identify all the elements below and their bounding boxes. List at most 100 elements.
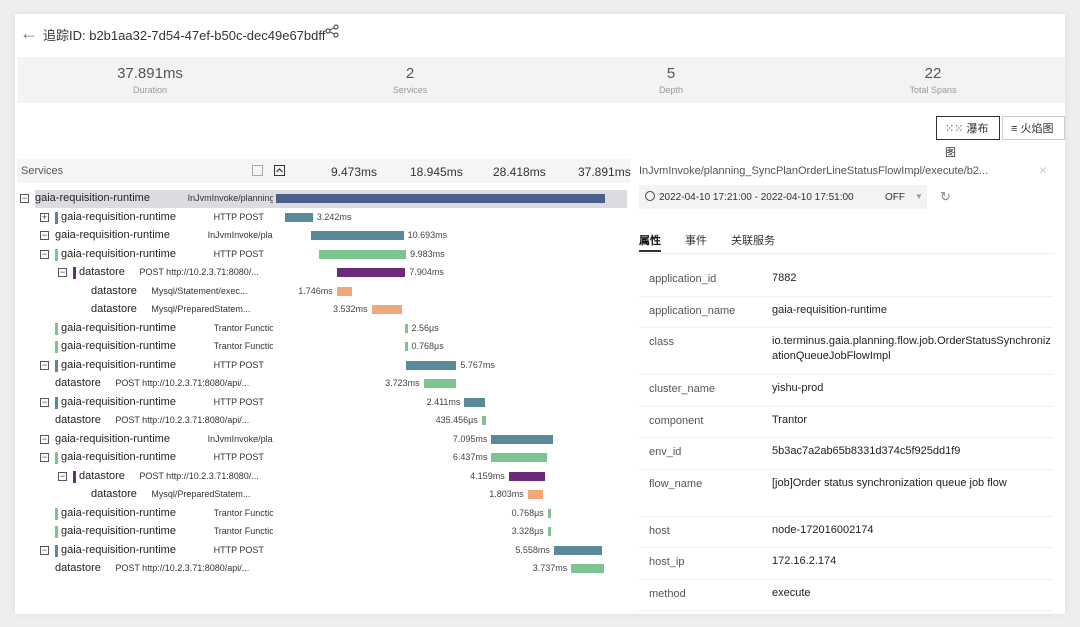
span-operation: Mysql/Statement/exec... — [151, 285, 248, 296]
span-duration-bar[interactable] — [336, 286, 352, 296]
span-duration-bar[interactable] — [571, 564, 604, 573]
span-operation: Trantor Function — [213, 526, 273, 536]
span-row[interactable]: − gaia-requisition-runtime HTTP POST 2.411m… — [15, 394, 635, 412]
span-row[interactable]: datastore Mysql/PreparedStatem... 3.532ms — [15, 301, 635, 319]
span-duration-bar[interactable] — [423, 379, 456, 388]
flame-view-button[interactable]: ≡ 火焰图 — [1002, 116, 1065, 140]
tab-attributes[interactable]: 属性 — [639, 235, 661, 247]
span-duration-bar[interactable] — [404, 323, 408, 333]
back-arrow-icon[interactable]: ← — [20, 23, 38, 43]
collapse-toggle-icon[interactable]: − — [40, 230, 49, 240]
span-duration-bar[interactable] — [404, 342, 408, 351]
attribute-value: Trantor — [772, 413, 808, 426]
span-row[interactable]: + gaia-requisition-runtime HTTP POST 3.242m… — [15, 209, 635, 227]
span-service-name: gaia-requisition-runtime — [55, 229, 170, 241]
span-row[interactable]: datastore Mysql/Statement/exec... 1.746ms — [15, 283, 635, 301]
span-operation: POST http://10.2.3.71:8080/api/... — [115, 563, 250, 573]
span-row[interactable]: − datastore POST http://10.2.3.71:8080/...… — [15, 468, 635, 486]
span-row[interactable]: − datastore POST http://10.2.3.71:8080/...… — [15, 264, 635, 282]
collapse-toggle-icon[interactable]: − — [40, 433, 49, 444]
time-range-picker[interactable]: 2022-04-10 17:21:00 - 2022-04-10 17:51:0… — [639, 185, 927, 209]
collapse-toggle-icon[interactable]: − — [40, 452, 49, 462]
waterfall-icon: ⁙⁙ — [945, 123, 964, 135]
waterfall-view-button[interactable]: ⁙⁙ 瀑布图 — [936, 116, 1000, 159]
span-duration-bar[interactable] — [547, 508, 551, 518]
collapse-toggle-icon[interactable]: − — [58, 470, 67, 481]
close-icon[interactable]: × — [1039, 162, 1048, 178]
flame-icon: ≡ — [1011, 123, 1018, 135]
active-tab-indicator — [639, 250, 661, 252]
span-duration-label: 7.095ms — [452, 433, 488, 444]
span-duration-label: 10.693ms — [407, 230, 448, 240]
span-row[interactable]: gaia-requisition-runtime Trantor Function… — [15, 505, 635, 523]
collapse-all-icon[interactable] — [274, 165, 285, 176]
span-duration-bar[interactable] — [508, 471, 545, 481]
share-icon[interactable] — [325, 24, 339, 38]
span-duration-label: 435.456µs — [435, 415, 478, 425]
span-duration-bar[interactable] — [276, 194, 605, 203]
span-row[interactable]: datastore POST http://10.2.3.71:8080/api/… — [15, 412, 635, 430]
span-row[interactable]: gaia-requisition-runtime Trantor Function… — [15, 338, 635, 356]
attribute-row: env_id 5b3ac7a2ab65b8331d374c5f925dd1f9 — [639, 437, 1053, 470]
detail-tabs: 属性 事件 关联服务 — [639, 223, 1055, 254]
clock-icon — [645, 191, 655, 201]
span-row[interactable]: − gaia-requisition-runtime HTTP POST 9.983m… — [15, 246, 635, 264]
span-duration-label: 6.437ms — [452, 452, 488, 462]
span-duration-bar[interactable] — [547, 527, 551, 536]
collapse-toggle-icon[interactable]: − — [40, 396, 49, 407]
collapse-toggle-icon[interactable]: − — [40, 248, 49, 259]
span-duration-bar[interactable] — [481, 416, 486, 425]
span-duration-bar[interactable] — [284, 212, 313, 222]
tab-related-services[interactable]: 关联服务 — [731, 235, 775, 247]
span-duration-bar[interactable] — [319, 249, 407, 259]
span-row[interactable]: − gaia-requisition-runtime InJvmInvoke/pla… — [15, 190, 635, 208]
span-operation: HTTP POST — [213, 211, 264, 222]
header: ← 追踪ID: b2b1aa32-7d54-47ef-b50c-dec49e67… — [15, 14, 1065, 54]
span-service-name: gaia-requisition-runtime — [61, 451, 176, 463]
refresh-icon[interactable]: ↻ — [940, 189, 951, 204]
auto-refresh-value[interactable]: OFF — [885, 192, 905, 203]
collapse-toggle-icon[interactable]: − — [58, 267, 67, 277]
tab-events[interactable]: 事件 — [685, 235, 707, 247]
span-row[interactable]: − gaia-requisition-runtime InJvmInvoke/pla… — [15, 431, 635, 449]
span-service-name: gaia-requisition-runtime — [61, 395, 176, 408]
span-duration-bar[interactable] — [371, 305, 403, 314]
attribute-key: application_name — [649, 304, 736, 317]
time-tick: 9.473ms — [331, 165, 378, 179]
span-row[interactable]: − gaia-requisition-runtime HTTP POST 5.558m… — [15, 542, 635, 560]
collapse-toggle-icon[interactable]: − — [20, 193, 29, 203]
span-operation: Trantor Function — [213, 322, 273, 333]
span-duration-label: 3.532ms — [332, 304, 368, 314]
span-duration-bar[interactable] — [464, 397, 486, 407]
attribute-key: host_ip — [649, 556, 685, 568]
span-operation: HTTP POST — [213, 452, 264, 462]
span-row[interactable]: − gaia-requisition-runtime HTTP POST 5.767m… — [15, 357, 635, 375]
attribute-value: 5b3ac7a2ab65b8331d374c5f925dd1f9 — [772, 445, 961, 457]
service-color-marker — [55, 359, 58, 372]
expand-toggle-icon[interactable]: + — [40, 211, 49, 222]
span-duration-bar[interactable] — [491, 434, 553, 444]
span-duration-label: 1.746ms — [298, 285, 333, 296]
span-row[interactable]: gaia-requisition-runtime Trantor Function… — [15, 523, 635, 541]
span-duration-bar[interactable] — [336, 268, 406, 277]
span-service-name: datastore — [55, 377, 101, 389]
span-service-name: gaia-requisition-runtime — [61, 543, 176, 556]
span-row[interactable]: datastore POST http://10.2.3.71:8080/api/… — [15, 375, 635, 393]
span-row[interactable]: datastore POST http://10.2.3.71:8080/api/… — [15, 560, 635, 578]
span-row[interactable]: − gaia-requisition-runtime HTTP POST 6.437m… — [15, 449, 635, 467]
span-row[interactable]: − gaia-requisition-runtime InJvmInvoke/pla… — [15, 227, 635, 245]
span-operation: HTTP POST — [213, 359, 264, 370]
span-row[interactable]: gaia-requisition-runtime Trantor Function… — [15, 320, 635, 338]
span-row[interactable]: datastore Mysql/PreparedStatem... 1.803ms — [15, 486, 635, 504]
span-duration-bar[interactable] — [527, 490, 544, 499]
time-tick: 18.945ms — [410, 165, 463, 179]
span-duration-bar[interactable] — [553, 545, 603, 555]
expand-all-icon[interactable] — [252, 165, 263, 176]
attribute-value: yishu-prod — [772, 382, 824, 394]
attribute-key: component — [649, 414, 704, 427]
collapse-toggle-icon[interactable]: − — [40, 544, 49, 555]
span-duration-bar[interactable] — [310, 231, 404, 240]
span-duration-bar[interactable] — [491, 453, 548, 462]
collapse-toggle-icon[interactable]: − — [40, 359, 49, 370]
span-duration-bar[interactable] — [406, 360, 457, 370]
